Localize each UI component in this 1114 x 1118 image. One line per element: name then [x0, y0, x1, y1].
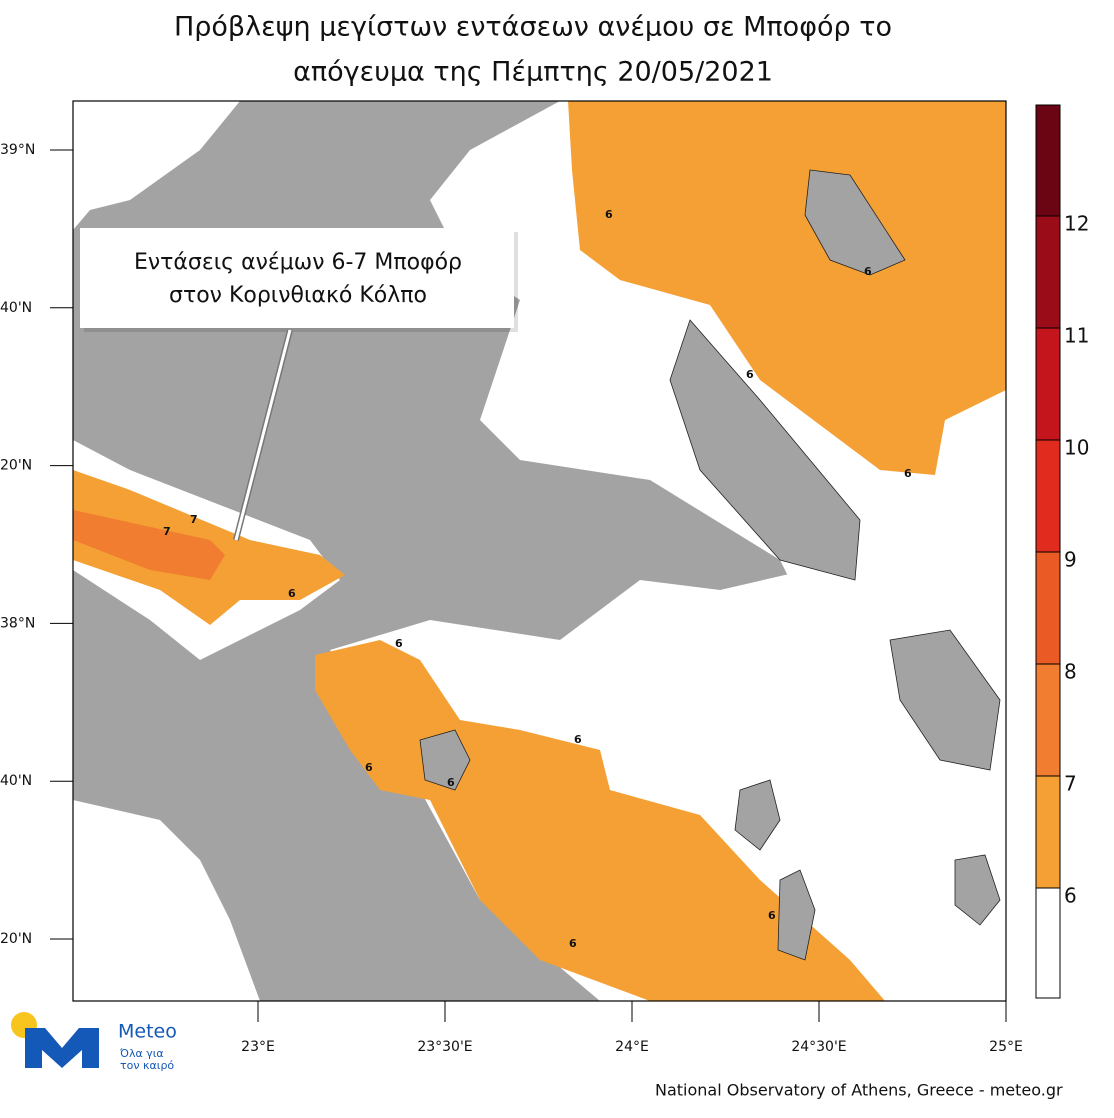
contour-label: 6 [288, 587, 296, 600]
logo-tagline: Όλα για [119, 1047, 164, 1060]
island [734, 779, 781, 851]
sea [73, 800, 260, 1001]
island [954, 854, 1001, 926]
lat-label: 40'N [0, 300, 32, 316]
colorbar-label: 6 [1064, 884, 1077, 908]
island [804, 169, 906, 276]
contour-label: 6 [365, 761, 373, 774]
colorbar-label: 11 [1064, 324, 1089, 348]
colorbar-bin [1036, 888, 1060, 998]
logo-tagline: τον καιρό [120, 1059, 174, 1072]
contour-label: 6 [447, 776, 455, 789]
contour-label: 6 [746, 368, 754, 381]
logo: Meteo Όλα για τον καιρό [11, 1012, 177, 1072]
logo-name: Meteo [118, 1021, 177, 1043]
island [889, 629, 1001, 771]
lat-label: 38°N [0, 615, 35, 631]
wind-7-8 [73, 510, 225, 580]
colorbar-bin [1036, 664, 1060, 776]
lon-label: 24°30'E [791, 1039, 846, 1055]
colorbar-bin [1036, 216, 1060, 328]
contour-label: 6 [574, 733, 582, 746]
colorbar-label: 9 [1064, 548, 1077, 572]
colorbar-label: 7 [1064, 772, 1077, 796]
title: απόγευμα της Πέμπτης 20/05/2021 [293, 57, 773, 88]
lat-label: 39°N [0, 142, 35, 158]
lat-label: 20'N [0, 458, 32, 474]
lon-axis: 23°E 23°30'E 24°E 24°30'E 25°E [241, 1001, 1023, 1055]
lon-label: 23°30'E [417, 1039, 472, 1055]
contour-label: 6 [569, 937, 577, 950]
lon-label: 25°E [989, 1039, 1023, 1055]
callout-text: στον Κορινθιακό Κόλπο [169, 283, 427, 308]
lat-axis: 39°N 40'N 20'N 38°N 40'N 20'N [0, 142, 73, 947]
title: Πρόβλεψη μεγίστων εντάσεων ανέμου σε Μπο… [174, 12, 892, 43]
colorbar-bin [1036, 552, 1060, 664]
island [419, 729, 471, 791]
wind-6-7 [568, 101, 1006, 475]
contour-label: 6 [605, 208, 613, 221]
colorbar-label: 8 [1064, 660, 1077, 684]
contour-label: 6 [904, 467, 912, 480]
footer: National Observatory of Athens, Greece -… [655, 1081, 1063, 1100]
lat-label: 20'N [0, 931, 32, 947]
colorbar-bin [1036, 440, 1060, 552]
sea [73, 101, 240, 230]
island [777, 869, 816, 961]
colorbar-bin [1036, 776, 1060, 888]
map: 6 6 6 7 7 6 6 6 6 6 6 6 6 [72, 100, 1007, 1002]
contour-label: 6 [768, 909, 776, 922]
colorbar: 6 7 8 9 10 11 12 [1035, 104, 1089, 999]
colorbar-bin [1036, 105, 1060, 216]
wind-6-7 [315, 640, 885, 1001]
contour-label: 7 [163, 525, 171, 538]
colorbar-label: 10 [1064, 436, 1089, 460]
lon-label: 23°E [241, 1039, 275, 1055]
colorbar-bin [1036, 328, 1060, 440]
callout: Εντάσεις ανέμων 6-7 Μποφόρ στον Κορινθια… [80, 228, 518, 541]
contour-label: 6 [864, 265, 872, 278]
contour-label: 6 [395, 637, 403, 650]
lat-label: 40'N [0, 773, 32, 789]
contour-label: 7 [190, 513, 198, 526]
callout-text: Εντάσεις ανέμων 6-7 Μποφόρ [134, 250, 462, 275]
island [669, 319, 861, 581]
lon-label: 24°E [615, 1039, 649, 1055]
map-frame [72, 100, 1007, 1002]
colorbar-label: 12 [1064, 212, 1089, 236]
